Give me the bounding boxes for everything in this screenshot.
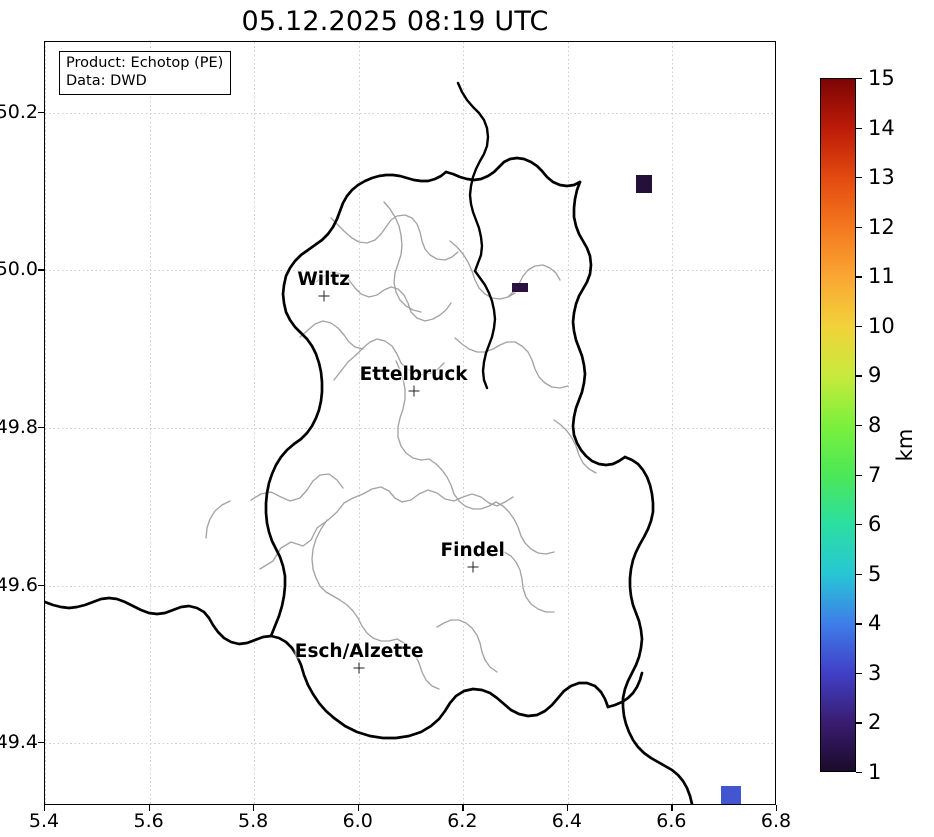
colorbar-tick xyxy=(856,177,862,179)
gridline-vertical xyxy=(358,42,360,804)
plus-marker-icon xyxy=(408,385,420,397)
colorbar-tick xyxy=(856,127,862,129)
gridline-horizontal xyxy=(45,270,775,272)
data-source-line: Data: DWD xyxy=(66,72,147,89)
plus-marker-icon xyxy=(353,662,365,674)
y-axis-tick-label: 49.6 xyxy=(0,573,38,596)
gridline-vertical xyxy=(463,42,465,804)
gridline-horizontal xyxy=(45,743,775,744)
y-axis-tick-label: 50.0 xyxy=(0,258,38,281)
y-axis-tick-label: 49.4 xyxy=(0,731,38,753)
colorbar-tick xyxy=(856,524,862,526)
y-axis-tick xyxy=(38,111,44,114)
city-label: Esch/Alzette xyxy=(294,641,424,663)
city-label: Findel xyxy=(440,539,505,561)
x-axis-tick xyxy=(566,805,569,811)
colorbar-tick-label: 13 xyxy=(868,165,895,190)
map-vector-layer xyxy=(45,81,694,804)
x-axis-tick-label: 5.6 xyxy=(133,810,164,832)
colorbar-tick-label: 10 xyxy=(868,313,895,338)
y-axis-tick xyxy=(38,426,44,429)
x-axis-tick-label: 6.0 xyxy=(342,810,373,832)
y-axis-tick xyxy=(38,269,44,271)
gridline-vertical xyxy=(149,42,151,804)
colorbar[interactable]: 1 2 3 4 5 6 7 8 9 10 11 12 13 14 15 xyxy=(820,66,895,784)
city-label: Ettelbruck xyxy=(359,363,468,385)
colorbar-tick-label: 9 xyxy=(868,363,882,388)
colorbar-tick-label: 14 xyxy=(868,115,895,140)
colorbar-tick-label: 15 xyxy=(868,66,895,90)
colorbar-tick xyxy=(856,226,862,228)
map-canvas: Wiltz Ettelbruck Findel Esch/Alzette Produc… xyxy=(45,42,775,804)
plus-marker-icon xyxy=(318,290,330,302)
colorbar-tick xyxy=(856,375,862,377)
gridline-horizontal xyxy=(45,427,775,429)
colorbar-tick xyxy=(856,276,862,278)
x-axis-tick xyxy=(357,805,359,811)
product-info-box: Product: Echotop (PE) Data: DWD xyxy=(59,51,232,96)
colorbar-tick-label: 5 xyxy=(868,561,882,586)
radar-echo-cell xyxy=(512,283,529,293)
x-axis-tick xyxy=(44,805,46,811)
x-axis-tick xyxy=(253,805,255,811)
x-axis-tick xyxy=(148,805,150,811)
gridline-vertical xyxy=(254,42,256,804)
y-axis-tick-label: 50.2 xyxy=(0,100,38,123)
product-line: Product: Echotop (PE) xyxy=(66,55,224,71)
page-title: 05.12.2025 08:19 UTC xyxy=(241,6,549,37)
colorbar-tick xyxy=(856,672,862,675)
gridline-vertical xyxy=(567,42,569,804)
colorbar-axis-label: km xyxy=(893,428,917,462)
radar-echo-cell xyxy=(721,785,741,804)
x-axis-tick xyxy=(462,805,464,811)
colorbar-tick-label: 12 xyxy=(868,214,895,239)
city-label: Wiltz xyxy=(297,268,351,290)
x-axis-tick-label: 6.4 xyxy=(551,810,582,832)
colorbar-gradient xyxy=(820,78,856,772)
colorbar-tick-label: 7 xyxy=(868,462,882,487)
colorbar-tick-label: 2 xyxy=(868,710,882,735)
map-plot-area[interactable]: Wiltz Ettelbruck Findel Esch/Alzette Produc… xyxy=(44,41,776,805)
x-axis-tick-label: 5.8 xyxy=(237,810,269,832)
gridline-horizontal xyxy=(45,112,775,114)
colorbar-tick xyxy=(856,78,862,80)
colorbar-tick xyxy=(856,772,862,774)
x-axis-tick-label: 5.4 xyxy=(28,810,60,832)
x-axis-tick-label: 6.2 xyxy=(447,810,478,832)
colorbar-tick xyxy=(856,573,862,575)
colorbar-tick xyxy=(856,425,862,427)
gridline-vertical xyxy=(672,42,674,804)
x-axis-tick-label: 6.8 xyxy=(760,810,792,832)
colorbar-tick xyxy=(856,474,862,476)
neighbour-borders xyxy=(456,81,497,390)
x-axis-tick-label: 6.6 xyxy=(656,810,687,832)
y-axis-tick xyxy=(38,584,44,586)
plus-marker-icon xyxy=(467,561,479,573)
x-axis-tick xyxy=(671,805,673,811)
y-axis-tick xyxy=(38,742,44,744)
colorbar-tick xyxy=(856,325,862,328)
gridline-horizontal xyxy=(45,585,775,587)
colorbar-tick-label: 1 xyxy=(868,760,882,784)
canton-borders xyxy=(205,201,597,690)
national-border xyxy=(45,156,694,804)
x-axis-tick xyxy=(776,805,778,811)
radar-echo-cell xyxy=(636,174,653,193)
colorbar-tick-label: 8 xyxy=(868,413,882,437)
gridline-vertical xyxy=(45,42,46,804)
colorbar-tick-label: 3 xyxy=(868,660,882,685)
colorbar-tick-label: 4 xyxy=(868,611,882,636)
colorbar-tick xyxy=(856,722,862,724)
colorbar-tick-label: 11 xyxy=(868,264,895,289)
colorbar-tick-label: 6 xyxy=(868,512,882,537)
y-axis-tick-label: 49.8 xyxy=(0,415,38,438)
colorbar-tick xyxy=(856,623,862,625)
